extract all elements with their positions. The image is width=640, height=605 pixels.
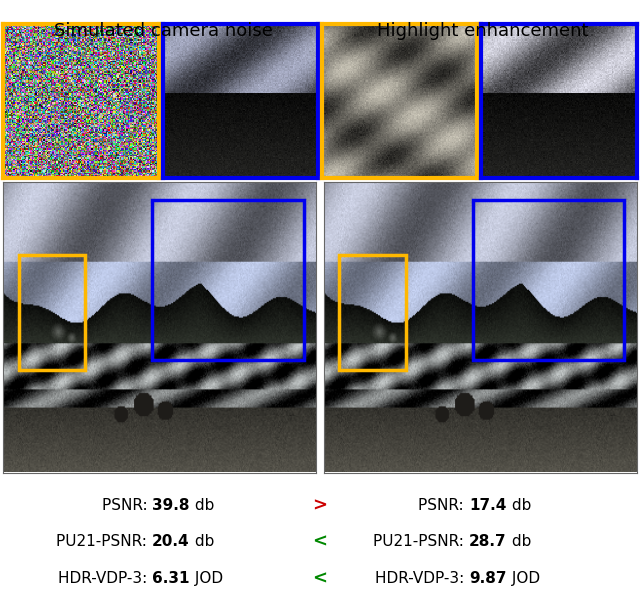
Text: PSNR:: PSNR: (419, 498, 469, 513)
Text: HDR-VDP-3:: HDR-VDP-3: (375, 571, 469, 586)
Text: >: > (312, 496, 328, 514)
Text: Simulated camera noise: Simulated camera noise (54, 22, 273, 41)
Text: 9.87: 9.87 (469, 571, 506, 586)
Text: <: < (312, 569, 328, 587)
Bar (473, 200, 625, 360)
Text: 20.4: 20.4 (152, 534, 189, 549)
Text: PU21-PSNR:: PU21-PSNR: (373, 534, 469, 549)
Text: JOD: JOD (507, 571, 540, 586)
Bar (339, 255, 406, 370)
Text: PSNR:: PSNR: (102, 498, 152, 513)
Text: HDR-VDP-3:: HDR-VDP-3: (58, 571, 152, 586)
Text: PU21-PSNR:: PU21-PSNR: (56, 534, 152, 549)
Text: 17.4: 17.4 (469, 498, 506, 513)
Text: db: db (507, 534, 531, 549)
Text: db: db (190, 498, 214, 513)
Text: JOD: JOD (190, 571, 223, 586)
Text: db: db (190, 534, 214, 549)
Text: 6.31: 6.31 (152, 571, 189, 586)
Bar (152, 200, 304, 360)
Bar (19, 255, 85, 370)
Text: Highlight enhancement: Highlight enhancement (378, 22, 589, 41)
Text: 28.7: 28.7 (469, 534, 506, 549)
Text: db: db (507, 498, 531, 513)
Text: 39.8: 39.8 (152, 498, 189, 513)
Text: <: < (312, 533, 328, 551)
